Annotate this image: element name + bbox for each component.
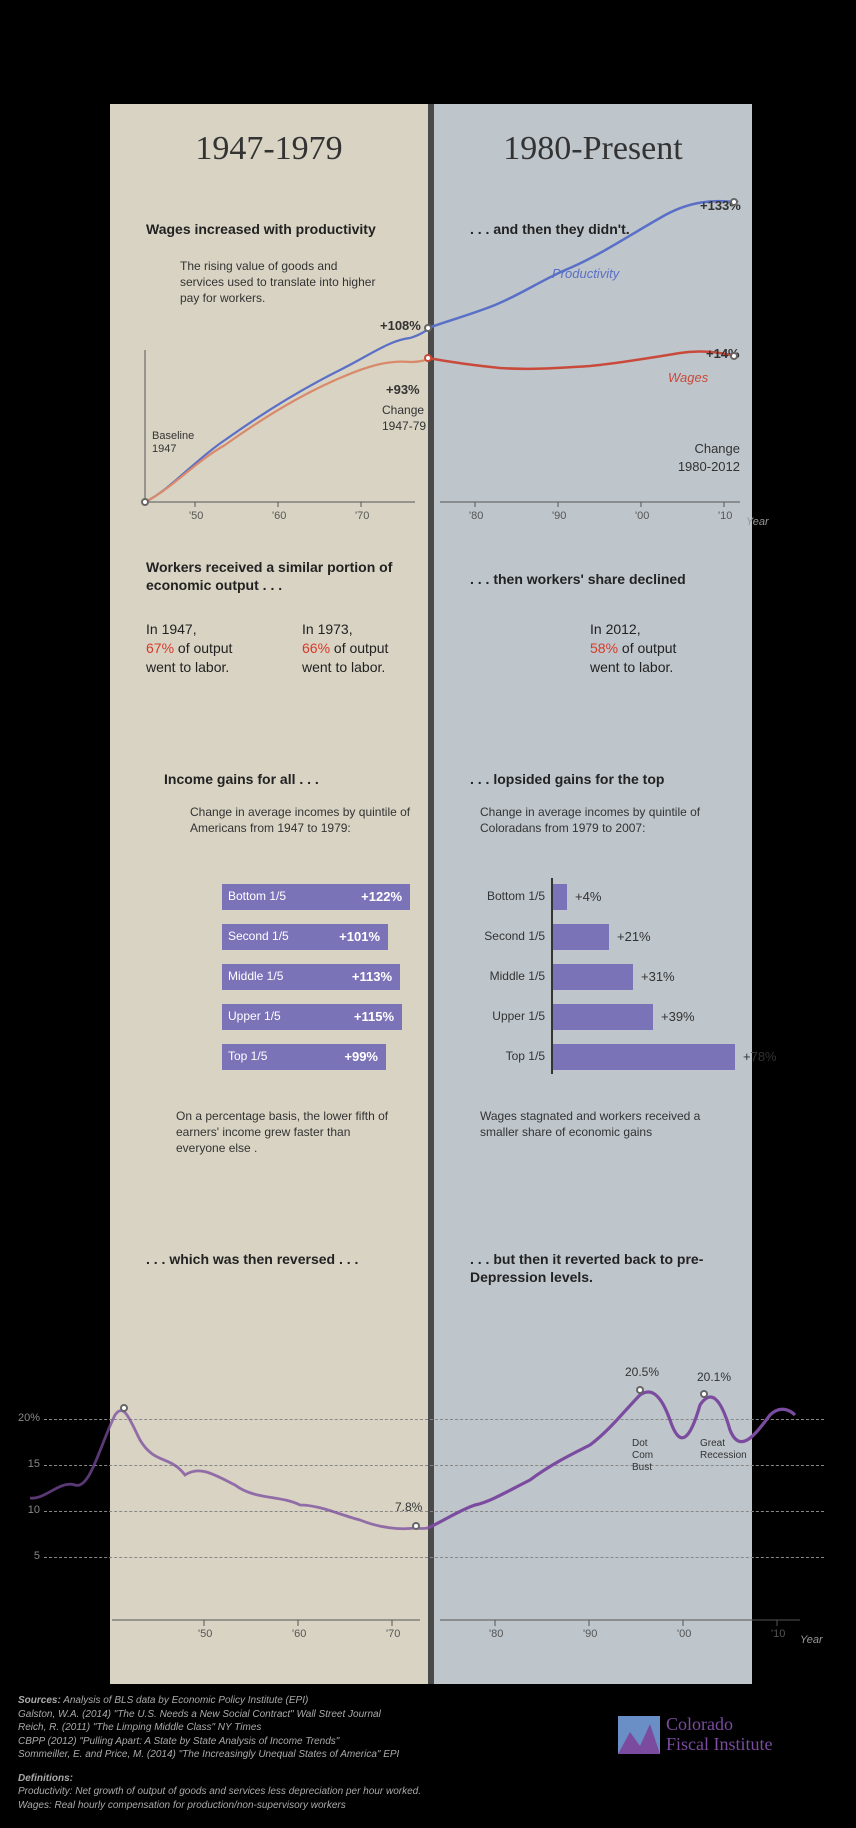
left-bar-row: Top 1/5+99% (222, 1044, 422, 1070)
sec1-body-left: The rising value of goods and services u… (180, 258, 380, 307)
sec2-head-right: . . . then workers' share declined (470, 570, 730, 588)
left-bar-row: Middle 1/5+113% (222, 964, 422, 990)
era-divider (428, 104, 434, 1684)
svg-text:Colorado: Colorado (666, 1714, 733, 1734)
s1-xtick: '10 (718, 510, 732, 522)
right-change-label: Change 1980-2012 (640, 440, 740, 475)
marker-prod-1979 (424, 324, 432, 332)
s4-xtick: '60 (292, 1628, 306, 1640)
sec4-head-left: . . . which was then reversed . . . (146, 1250, 406, 1268)
s4-xtick: '70 (386, 1628, 400, 1640)
sec3-desc-right: Change in average incomes by quintile of… (480, 805, 710, 836)
s4-xtick: '10 (771, 1628, 785, 1640)
sec4-head-right: . . . but then it reverted back to pre-D… (470, 1250, 730, 1286)
left-prod-val: +108% (380, 318, 421, 333)
sec1-head-left: Wages increased with productivity (146, 220, 416, 238)
sec3-note-left: On a percentage basis, the lower fifth o… (176, 1108, 401, 1157)
s4-xtick: '00 (677, 1628, 691, 1640)
s4-ytick: 5 (10, 1550, 40, 1562)
s4-ytick: 10 (10, 1504, 40, 1516)
marker-wage-1979 (424, 354, 432, 362)
s4-xtick: '90 (583, 1628, 597, 1640)
peak1-sub: Dot Com Bust (632, 1438, 653, 1474)
marker-peak1 (636, 1386, 644, 1394)
s1-xtick: '80 (469, 510, 483, 522)
s4-xtick: '80 (489, 1628, 503, 1640)
sec3-note-right: Wages stagnated and workers received a s… (480, 1108, 705, 1140)
marker-baseline (141, 498, 149, 506)
marker-wage-2012 (730, 352, 738, 360)
cfi-logo: Colorado Fiscal Institute (616, 1710, 826, 1767)
svg-text:Fiscal Institute: Fiscal Institute (666, 1734, 773, 1754)
marker-peak2 (700, 1390, 708, 1398)
right-bar-row: Upper 1/5+39% (460, 1004, 750, 1030)
marker-early-peak (120, 1404, 128, 1412)
peak1-label: 20.5% (625, 1365, 659, 1379)
peak2-label: 20.1% (697, 1370, 731, 1384)
s1-xtick: '90 (552, 510, 566, 522)
right-bar-row: Second 1/5+21% (460, 924, 750, 950)
left-wage-val: +93% (386, 382, 420, 397)
left-bar-row: Bottom 1/5+122% (222, 884, 422, 910)
gridline (44, 1465, 824, 1466)
right-bar-row: Top 1/5+78% (460, 1044, 750, 1070)
s1-xtick: '50 (189, 510, 203, 522)
sec3-desc-left: Change in average incomes by quintile of… (190, 805, 420, 836)
labor-stat: In 1947,67% of output went to labor. (146, 620, 256, 677)
wages-label: Wages (668, 370, 708, 385)
s4-xtick: '50 (198, 1628, 212, 1640)
baseline-label: Baseline 1947 (152, 430, 212, 456)
left-bar-row: Upper 1/5+115% (222, 1004, 422, 1030)
labor-stat: In 1973,66% of output went to labor. (302, 620, 412, 677)
s1-xtick: '70 (355, 510, 369, 522)
left-change-label: Change 1947-79 (382, 402, 426, 434)
right-bar-row: Bottom 1/5+4% (460, 884, 750, 910)
marker-low (412, 1522, 420, 1530)
right-bar-row: Middle 1/5+31% (460, 964, 750, 990)
sec3-head-left: Income gains for all . . . (164, 770, 424, 788)
era-title-left: 1947-1979 (110, 130, 428, 168)
year-axis-label-1: Year (746, 516, 769, 528)
gridline (44, 1557, 824, 1558)
sec2-head-left: Workers received a similar portion of ec… (146, 558, 406, 594)
sec1-head-right: . . . and then they didn't. (470, 220, 730, 238)
year-axis-label-2: Year (800, 1634, 823, 1646)
s1-xtick: '60 (272, 510, 286, 522)
marker-prod-2012 (730, 198, 738, 206)
footer-text: Sources: Analysis of BLS data by Economi… (18, 1694, 638, 1812)
left-bar-row: Second 1/5+101% (222, 924, 422, 950)
peak2-sub: Great Recession (700, 1438, 747, 1462)
s4-ytick: 15 (10, 1458, 40, 1470)
s4-ytick: 20% (10, 1412, 40, 1424)
gridline (44, 1511, 824, 1512)
gridline (44, 1419, 824, 1420)
era-title-right: 1980-Present (434, 130, 752, 168)
sec3-head-right: . . . lopsided gains for the top (470, 770, 730, 788)
s1-xtick: '00 (635, 510, 649, 522)
labor-stat: In 2012,58% of output went to labor. (590, 620, 700, 677)
low-label: 7.8% (395, 1500, 422, 1514)
productivity-label: Productivity (552, 266, 619, 281)
